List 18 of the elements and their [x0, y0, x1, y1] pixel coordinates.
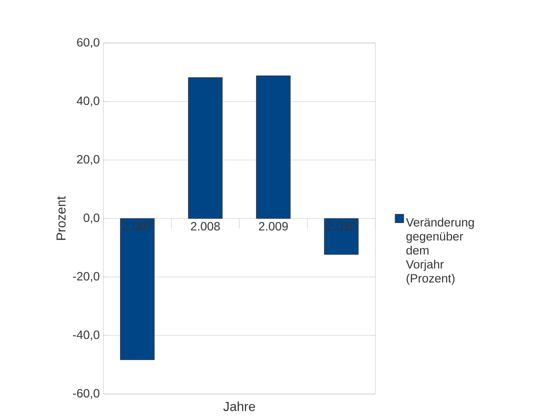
y-tick-label: -40,0: [73, 330, 100, 340]
legend-label: Veränderung gegenüber dem Vorjahr (Prozent): [406, 218, 474, 285]
y-axis-title: Prozent: [56, 196, 66, 240]
x-tick-label: 2.009: [258, 222, 288, 231]
y-tick-label: -20,0: [73, 272, 100, 282]
y-tick-label: 0,0: [84, 214, 100, 224]
x-tick-label: 2.008: [190, 222, 220, 231]
bar: [188, 77, 223, 219]
x-tick-label: 2.010: [326, 222, 356, 231]
bar: [120, 218, 155, 360]
x-axis-title: Jahre: [223, 402, 256, 412]
y-tick-label: 60,0: [77, 38, 100, 48]
y-tick-label: -60,0: [73, 389, 100, 399]
y-tick-label: 20,0: [77, 155, 100, 165]
bar: [256, 76, 291, 219]
y-tick-label: 40,0: [76, 96, 100, 106]
x-tick-label: 2.007: [122, 222, 152, 231]
bar: [324, 218, 359, 255]
